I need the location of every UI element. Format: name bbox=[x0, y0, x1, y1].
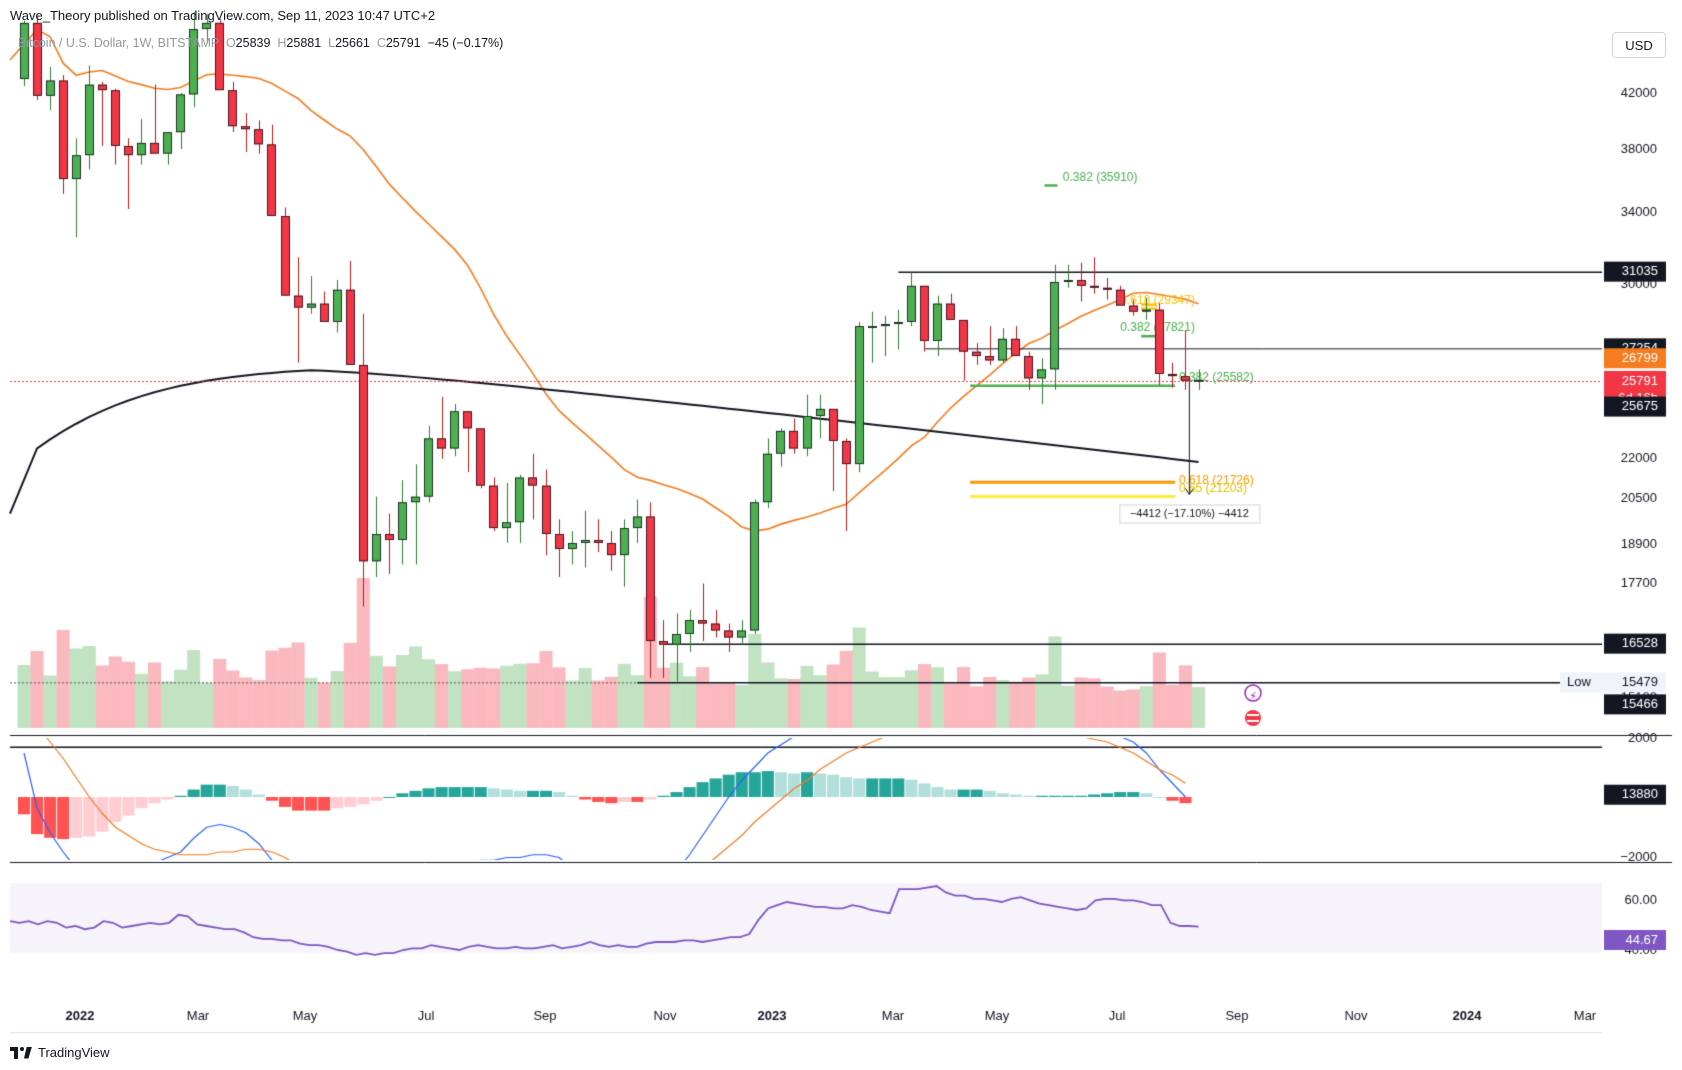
footer-brand[interactable]: TradingView bbox=[10, 1045, 110, 1060]
footer-brand-label: TradingView bbox=[38, 1045, 110, 1060]
currency-button[interactable]: USD bbox=[1612, 32, 1666, 58]
ohlc-open: 25839 bbox=[235, 36, 271, 50]
symbol-name: Bitcoin / U.S. Dollar, 1W, BITSTAMP bbox=[18, 36, 219, 50]
tradingview-logo-icon bbox=[10, 1046, 32, 1059]
ohlc-close-label: C bbox=[376, 36, 386, 50]
ohlc-high-label: H bbox=[277, 36, 287, 50]
ohlc-change: −45 (−0.17%) bbox=[427, 36, 504, 50]
ohlc-low-label: L bbox=[328, 36, 336, 50]
symbol-legend: Bitcoin / U.S. Dollar, 1W, BITSTAMP O258… bbox=[18, 36, 503, 50]
ohlc-open-label: O bbox=[225, 36, 236, 50]
publisher-line: Wave_Theory published on TradingView.com… bbox=[10, 8, 436, 23]
ohlc-low: 25661 bbox=[335, 36, 370, 50]
ohlc-high: 25881 bbox=[286, 36, 322, 50]
ohlc-close: 25791 bbox=[385, 36, 421, 50]
